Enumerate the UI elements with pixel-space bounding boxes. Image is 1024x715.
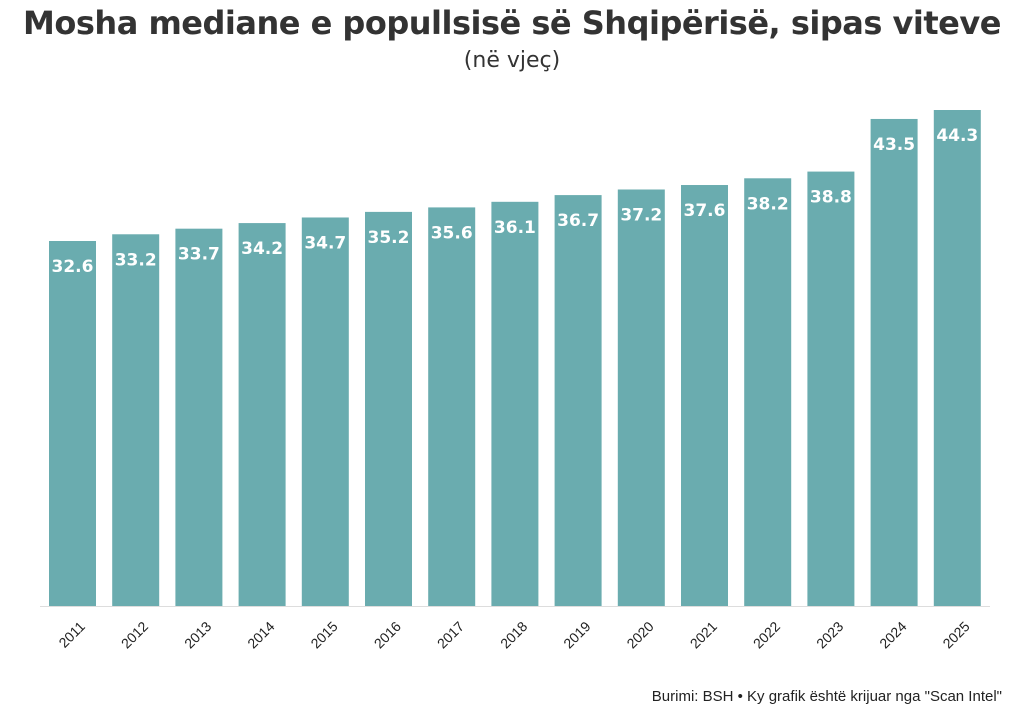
bar-2021 — [681, 185, 728, 606]
data-label-2022: 38.2 — [747, 194, 789, 214]
bar-2023 — [807, 171, 855, 606]
source-footer: Burimi: BSH • Ky grafik është krijuar ng… — [651, 688, 1002, 705]
bar-2014 — [238, 223, 286, 606]
x-tick-label-2021: 2021 — [687, 618, 720, 651]
bar-2022 — [744, 178, 792, 606]
bar-2017 — [428, 207, 476, 607]
bar-2024 — [870, 118, 918, 607]
bar-2018 — [491, 201, 539, 607]
x-tick-label-2011: 2011 — [55, 618, 88, 651]
x-tick-label-2016: 2016 — [371, 618, 404, 651]
bar-2025 — [933, 110, 981, 606]
x-tick-label-2012: 2012 — [118, 618, 151, 651]
x-tick-label-2019: 2019 — [560, 618, 593, 651]
chart-title: Mosha mediane e popullsisë së Shqipërisë… — [23, 4, 1001, 42]
bar-2015 — [301, 217, 349, 606]
x-tick-label-2023: 2023 — [813, 618, 846, 651]
data-label-2023: 38.8 — [810, 188, 852, 208]
data-label-2013: 33.7 — [178, 245, 220, 265]
x-tick-label-2020: 2020 — [623, 618, 656, 651]
x-tick-label-2024: 2024 — [876, 618, 909, 651]
x-tick-label-2013: 2013 — [181, 618, 214, 651]
data-label-2020: 37.2 — [620, 205, 662, 225]
data-label-2017: 35.6 — [431, 223, 473, 243]
data-label-2024: 43.5 — [873, 135, 915, 155]
data-label-2025: 44.3 — [936, 126, 978, 146]
x-tick-label-2015: 2015 — [307, 618, 340, 651]
data-label-2019: 36.7 — [557, 211, 599, 231]
data-label-2015: 34.7 — [304, 233, 346, 253]
x-tick-label-2022: 2022 — [750, 618, 783, 651]
bar-2011 — [49, 240, 96, 606]
x-tick-label-2018: 2018 — [497, 618, 530, 651]
data-label-2021: 37.6 — [684, 201, 726, 221]
data-label-2012: 33.2 — [115, 250, 157, 270]
data-label-2016: 35.2 — [368, 228, 410, 248]
bar-2013 — [175, 228, 223, 607]
bar-2016 — [365, 211, 412, 606]
chart-subtitle: (në vjeç) — [463, 48, 561, 73]
data-label-2011: 32.6 — [52, 257, 94, 277]
data-label-2014: 34.2 — [241, 239, 283, 259]
data-label-2018: 36.1 — [494, 218, 536, 238]
bar-2019 — [554, 195, 602, 607]
x-tick-label-2017: 2017 — [434, 618, 467, 651]
bar-2012 — [112, 234, 160, 606]
x-tick-label-2025: 2025 — [939, 618, 972, 651]
x-tick-label-2014: 2014 — [244, 618, 277, 651]
bar-2020 — [617, 189, 665, 606]
